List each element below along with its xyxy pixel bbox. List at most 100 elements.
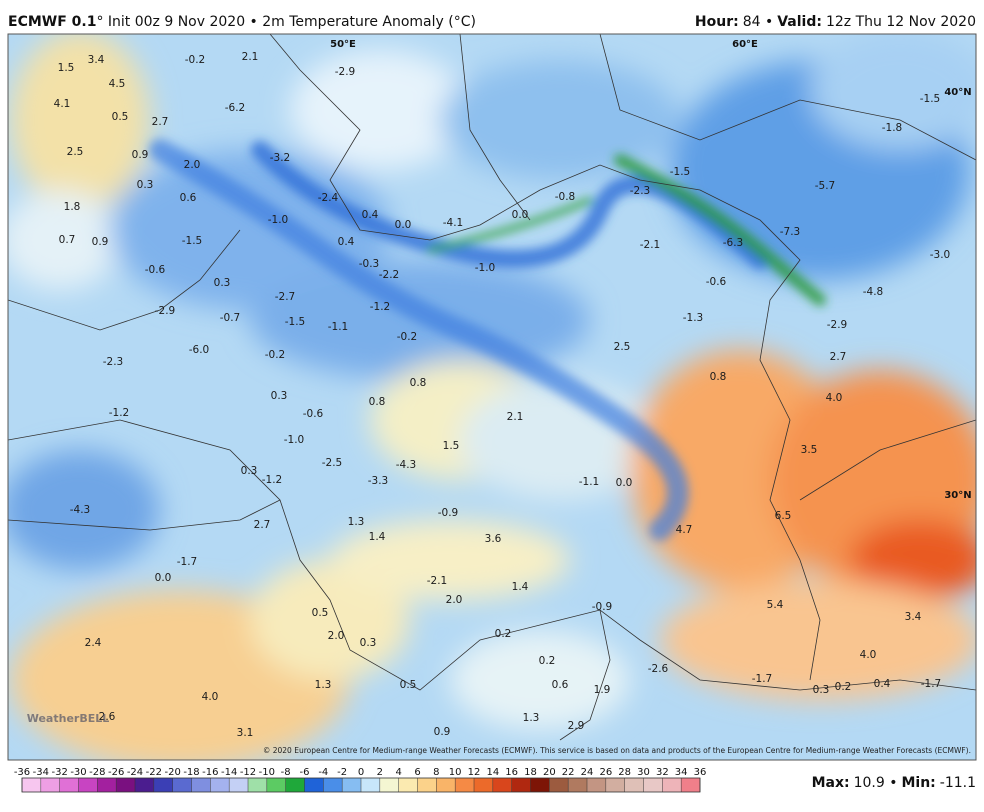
valid-key: Valid: [777,14,822,30]
map-value: 0.3 [813,684,830,696]
map-value: 0.6 [552,679,569,691]
max-value: 10.9 • [854,775,898,791]
map-value: 2.5 [67,146,84,158]
map-value: 0.0 [155,572,172,584]
colorbar-bin [662,778,682,792]
map-value: -2.7 [275,291,296,303]
colorbar-label: -34 [33,767,49,778]
grid-label: 50°E [330,39,356,50]
title-rest: ° Init 00z 9 Nov 2020 • 2m Temperature A… [96,14,476,30]
map-value: -6.0 [189,344,210,356]
map-value: -2.9 [827,319,848,331]
map-value: 3.4 [88,54,105,66]
map-value: -1.7 [752,673,773,685]
map-value: 0.3 [360,637,377,649]
map-value: -0.2 [265,349,286,361]
map-value: 4.0 [826,392,843,404]
map-value: -2.9 [155,305,176,317]
map-value: 0.7 [59,234,76,246]
map-value: 0.3 [214,277,231,289]
map-value: 0.2 [835,681,852,693]
colorbar-bin [436,778,456,792]
map-value: -1.1 [579,476,600,488]
colorbar-bin [361,778,380,792]
map-value: -1.0 [475,262,496,274]
colorbar-label: 10 [449,767,462,778]
map-value: -0.9 [438,507,459,519]
colorbar-label: -12 [240,767,256,778]
colorbar-label: -20 [164,767,180,778]
colorbar-bin [568,778,587,792]
colorbar-label: 2 [377,767,383,778]
map-value: 1.4 [369,531,386,543]
max-key: Max: [812,775,850,791]
map-value: 2.7 [830,351,847,363]
map-value: 2.5 [614,341,631,353]
colorbar-label: 14 [486,767,499,778]
map-value: 0.2 [495,628,512,640]
colorbar-bin [59,778,79,792]
colorbar-label: 30 [637,767,650,778]
map-value: 0.4 [362,209,379,221]
map-value: 1.4 [512,581,529,593]
colorbar-bin [624,778,644,792]
colorbar-bin [511,778,531,792]
colorbar-label: -8 [281,767,291,778]
map-value: -1.2 [262,474,283,486]
colorbar-bin [605,778,625,792]
map-value: 0.9 [434,726,451,738]
map-value: -5.7 [815,180,836,192]
map-value: -1.8 [882,122,903,134]
map-value: 0.6 [180,192,197,204]
map-value: -1.3 [683,312,704,324]
map-value: -6.2 [225,102,246,114]
map-value: -1.2 [370,301,391,313]
map-value: 0.0 [512,209,529,221]
map-value: 0.9 [92,236,109,248]
min-value: -11.1 [940,775,976,791]
map-value: -2.9 [335,66,356,78]
map-value: 2.7 [152,116,169,128]
map-value: 5.4 [767,599,784,611]
map-value: -1.5 [670,166,691,178]
map-value: 0.8 [410,377,427,389]
map-frame [7,33,977,761]
map-value: -7.3 [780,226,801,238]
colorbar: -36 -34 -32 -30 -28 -26 -24 -22 -20 -18 -16 -14 -12-… [14,767,706,793]
map-value: 0.2 [539,655,556,667]
colorbar-bin [492,778,512,792]
colorbar-bin [172,778,192,792]
map-value: -1.5 [182,235,203,247]
map-value: -0.7 [220,312,241,324]
colorbar-label: 18 [524,767,537,778]
map-value: -2.2 [379,269,400,281]
colorbar-label: -32 [51,767,67,778]
borders [8,34,976,741]
map-value: -1.5 [920,93,941,105]
map-value: -4.3 [70,504,91,516]
map-value: 2.1 [242,51,259,63]
map-value: 3.4 [905,611,922,623]
colorbar-label: 26 [599,767,612,778]
map-value: 4.5 [109,78,126,90]
colorbar-label: 12 [468,767,481,778]
map: 1.5 3.4 -0.2 2.1 -2.9 4.1 4.5 0.5 2.7 -6.2 2.5 0.9 2… [8,34,976,760]
colorbar-label: 20 [543,767,556,778]
map-value: 0.3 [241,465,258,477]
colorbar-label: -2 [337,767,347,778]
colorbar-label: 16 [505,767,518,778]
map-value: 1.3 [523,712,540,724]
colorbar-label: 0 [358,767,364,778]
colorbar-label: 4 [395,767,401,778]
colorbar-label: 32 [656,767,669,778]
extremes: Max: 10.9 • Min: -11.1 [812,775,976,791]
map-value: 3.6 [485,533,502,545]
map-value: -3.0 [930,249,951,261]
map-value: -1.2 [109,407,130,419]
map-value: 2.6 [99,711,116,723]
map-value: -0.9 [592,601,613,613]
colorbar-bin [342,778,361,792]
map-value: -2.5 [322,457,343,469]
map-value: -0.8 [555,191,576,203]
